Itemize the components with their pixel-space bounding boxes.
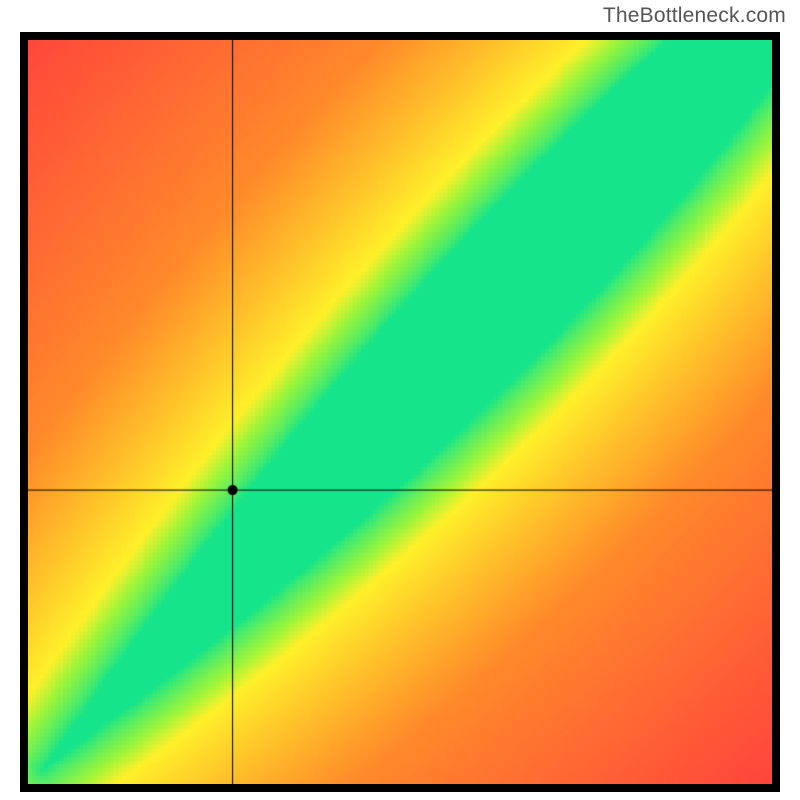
bottleneck-heatmap — [28, 40, 772, 784]
watermark-text: TheBottleneck.com — [603, 4, 786, 28]
page-root: TheBottleneck.com — [0, 0, 800, 800]
chart-outer-frame — [20, 32, 780, 792]
